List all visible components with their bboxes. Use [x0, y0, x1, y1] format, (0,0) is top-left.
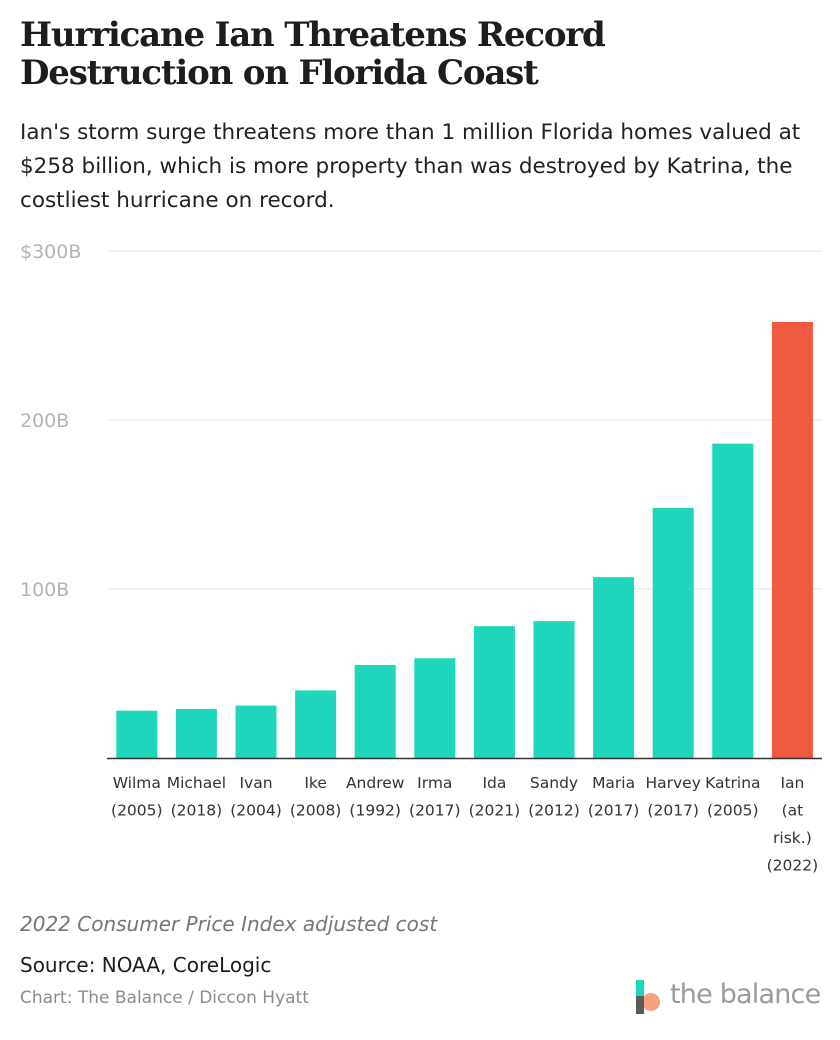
bar [116, 710, 158, 758]
x-tick-label: Ivan (2004) [230, 774, 282, 820]
the-balance-logo-icon [636, 980, 660, 1014]
y-tick-label: 200B [20, 410, 69, 432]
bar [652, 507, 694, 758]
bar [354, 665, 396, 758]
bar [473, 626, 515, 758]
the-balance-logo-text: the balance [670, 979, 821, 1010]
x-tick-label: Irma (2017) [409, 774, 461, 820]
chart-subtitle: Ian's storm surge threatens more than 1 … [20, 120, 801, 213]
x-tick-label: Andrew (1992) [346, 774, 405, 820]
bar [295, 690, 337, 758]
bar [175, 708, 217, 758]
bar [712, 443, 754, 758]
bar [771, 321, 813, 758]
chart-note: 2022 Consumer Price Index adjusted cost [20, 912, 438, 936]
x-tick-label: Katrina (2005) [705, 774, 760, 820]
bar [414, 658, 456, 758]
x-tick-label: Ian (at risk.) (2022) [767, 774, 819, 875]
y-tick-label: $300B [20, 241, 81, 263]
x-tick-label: Ike (2008) [290, 774, 342, 820]
bar [593, 577, 635, 758]
x-tick-label: Wilma (2005) [111, 774, 163, 820]
credit-line: Chart: The Balance / Diccon Hyatt [20, 988, 309, 1008]
x-tick-label: Harvey (2017) [645, 774, 700, 820]
chart-title: Hurricane Ian Threatens Record Destructi… [20, 15, 606, 93]
x-tick-label: Michael (2018) [167, 774, 226, 820]
bar [235, 705, 277, 758]
x-tick-label: Sandy (2012) [528, 774, 580, 820]
bar-chart: 100B 200B $300B Wilma (2005)Michael (2018)Iva… [20, 241, 822, 875]
x-tick-label: Ida (2021) [469, 774, 521, 820]
source-line: Source: NOAA, CoreLogic [20, 953, 272, 977]
y-tick-label: 100B [20, 579, 69, 601]
the-balance-logo: the balance [634, 978, 834, 1018]
bar [533, 621, 575, 758]
x-tick-label: Maria (2017) [588, 774, 640, 820]
